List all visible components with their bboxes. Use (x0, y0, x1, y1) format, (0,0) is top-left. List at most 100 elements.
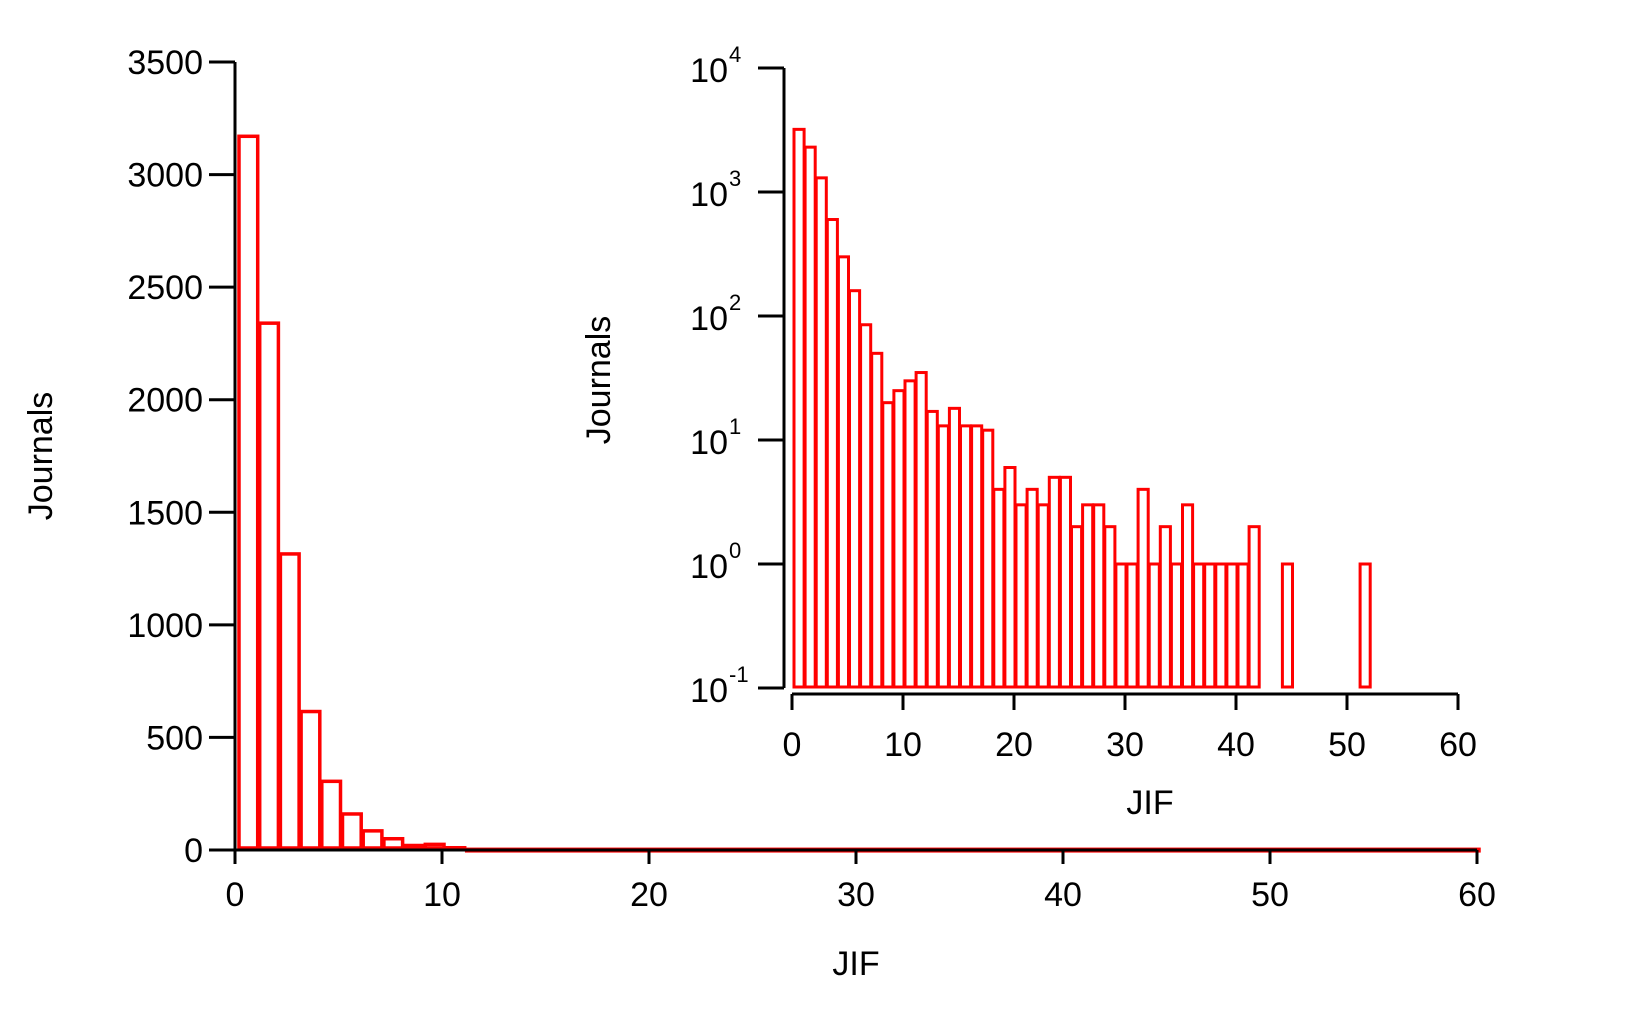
inset-bar-35 (1181, 503, 1195, 689)
inset-bar-18 (992, 487, 1006, 689)
inset-bar-40 (1236, 562, 1250, 689)
main-bar-7 (382, 836, 405, 850)
inset-bar-10 (903, 379, 917, 689)
inset-y-tick-exponent: 1 (729, 414, 741, 439)
inset-bar-26 (1081, 503, 1095, 689)
main-x-tick-label: 40 (1044, 876, 1082, 914)
inset-y-tick-label: 10 (690, 176, 728, 214)
inset-bar-15 (959, 424, 973, 689)
inset-bar-44 (1280, 562, 1295, 689)
inset-y-tick-exponent: 3 (729, 166, 741, 191)
inset-bar-34 (1169, 562, 1184, 689)
inset-x-tick-label: 0 (783, 726, 802, 764)
main-x-tick-label: 20 (630, 876, 668, 914)
inset-bar-37 (1203, 562, 1217, 689)
inset-y-tick-label: 10 (690, 672, 728, 710)
inset-bar-38 (1214, 562, 1228, 689)
inset-bar-0 (792, 127, 806, 689)
inset-bar-3 (825, 218, 839, 689)
inset-bar-32 (1147, 562, 1161, 689)
inset-bar-5 (848, 289, 862, 689)
inset-y-tick-label: 10 (690, 424, 728, 462)
inset-bar-4 (836, 255, 851, 689)
main-y-tick-label: 500 (146, 719, 203, 757)
inset-bar-51 (1358, 562, 1372, 689)
inset-x-tick-label: 60 (1439, 726, 1477, 764)
main-bar-6 (361, 829, 384, 850)
inset-bar-17 (981, 428, 995, 689)
main-bar-5 (340, 812, 363, 850)
inset-y-tick-exponent: 4 (729, 42, 741, 67)
inset-histogram: 10 -110 010 110 210 310 40 10 20 30 40 50 60 JIF Jou… (580, 42, 1477, 822)
inset-x-tick-label: 40 (1217, 726, 1255, 764)
inset-bar-13 (936, 424, 950, 689)
inset-x-tick-label: 50 (1328, 726, 1366, 764)
inset-y-tick-label: 10 (690, 52, 728, 90)
main-bar-3 (299, 709, 322, 850)
inset-bars (792, 127, 1372, 689)
inset-y-tick-label: 10 (690, 300, 728, 338)
main-x-tick-label: 10 (423, 876, 461, 914)
main-y-tick-label: 3000 (127, 157, 203, 195)
main-bar-0 (237, 134, 260, 850)
inset-y-axis-title: Journals (580, 316, 618, 445)
inset-bar-7 (870, 351, 884, 689)
inset-bar-11 (914, 371, 928, 689)
inset-bar-1 (803, 145, 817, 689)
inset-bar-39 (1225, 562, 1239, 689)
inset-bar-14 (947, 406, 962, 689)
inset-x-tick-label: 10 (884, 726, 922, 764)
inset-bar-9 (892, 389, 906, 689)
main-bar-1 (257, 321, 281, 850)
inset-bar-24 (1058, 475, 1073, 689)
inset-bar-33 (1158, 525, 1172, 689)
inset-bar-23 (1047, 475, 1061, 689)
inset-bar-28 (1103, 525, 1117, 689)
inset-bar-30 (1125, 562, 1139, 689)
inset-y-tick-exponent: 2 (729, 290, 741, 315)
main-bar-8 (402, 843, 426, 850)
main-y-tick-label: 1000 (127, 607, 203, 645)
inset-bar-19 (1003, 466, 1017, 689)
main-y-tick-label: 2000 (127, 382, 203, 420)
inset-x-tick-label: 30 (1106, 726, 1144, 764)
main-x-tick-label: 50 (1251, 876, 1289, 914)
inset-bar-6 (859, 323, 873, 689)
main-x-tick-label: 30 (837, 876, 875, 914)
inset-axes: 10 -110 010 110 210 310 40 10 20 30 40 50 60 (690, 42, 1477, 764)
inset-bar-29 (1114, 562, 1128, 689)
main-bar-9 (423, 842, 446, 850)
inset-bar-8 (881, 401, 895, 689)
inset-bar-21 (1025, 487, 1039, 689)
main-x-axis-title: JIF (832, 945, 879, 983)
main-labels: JIF Journals (22, 392, 880, 983)
inset-bar-20 (1014, 503, 1028, 689)
main-y-axis-title: Journals (22, 392, 60, 521)
inset-bar-31 (1136, 487, 1150, 689)
inset-bar-27 (1092, 503, 1106, 689)
main-bar-2 (278, 552, 301, 850)
inset-x-tick-label: 20 (995, 726, 1033, 764)
main-y-tick-label: 2500 (127, 269, 203, 307)
inset-bar-22 (1036, 503, 1050, 689)
main-bar-4 (320, 779, 343, 850)
inset-y-tick-exponent: 0 (729, 538, 741, 563)
inset-y-tick-exponent: -1 (729, 662, 749, 687)
inset-bar-41 (1247, 525, 1261, 689)
inset-bar-2 (814, 176, 828, 689)
main-y-tick-label: 1500 (127, 494, 203, 532)
inset-bar-12 (925, 409, 939, 689)
inset-x-axis-title: JIF (1126, 784, 1173, 822)
main-x-tick-label: 0 (226, 876, 245, 914)
inset-bar-16 (970, 424, 984, 689)
main-y-tick-label: 0 (184, 832, 203, 870)
inset-labels: JIF Journals (580, 316, 1174, 822)
main-y-tick-label: 3500 (127, 44, 203, 82)
inset-bar-36 (1192, 562, 1206, 689)
inset-y-tick-label: 10 (690, 548, 728, 586)
main-x-tick-label: 60 (1458, 876, 1496, 914)
inset-bar-25 (1070, 525, 1084, 689)
